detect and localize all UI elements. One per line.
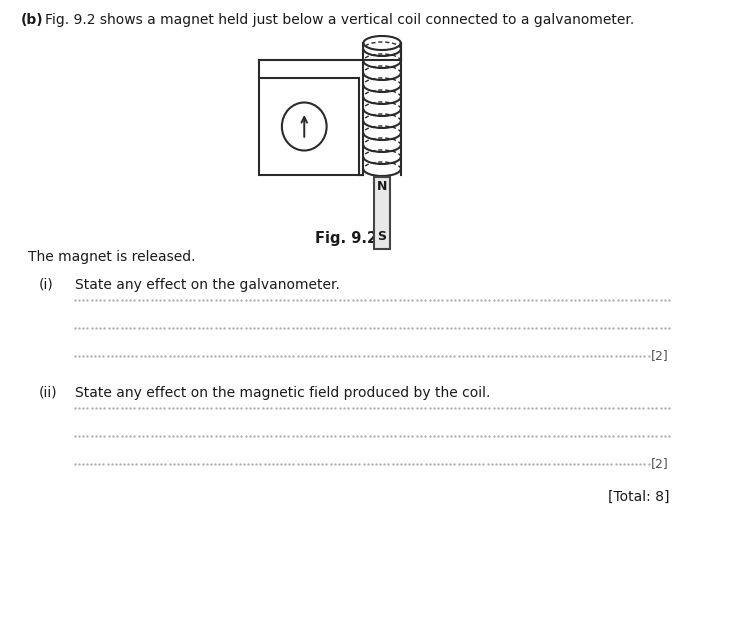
Text: (b): (b) [21, 13, 43, 27]
Text: [2]: [2] [652, 458, 669, 471]
Text: State any effect on the magnetic field produced by the coil.: State any effect on the magnetic field p… [74, 386, 490, 400]
Text: The magnet is released.: The magnet is released. [28, 250, 195, 264]
Text: [Total: 8]: [Total: 8] [608, 490, 669, 504]
Bar [259, 78, 359, 175]
Circle shape [282, 102, 327, 150]
Text: (i): (i) [39, 278, 54, 292]
Text: S: S [377, 230, 386, 244]
Text: (ii): (ii) [39, 386, 58, 400]
Text: Fig. 9.2 shows a magnet held just below a vertical coil connected to a galvanome: Fig. 9.2 shows a magnet held just below … [45, 13, 634, 27]
Text: [2]: [2] [652, 350, 669, 363]
Bar [374, 177, 391, 249]
Text: State any effect on the galvanometer.: State any effect on the galvanometer. [74, 278, 340, 292]
Text: Fig. 9.2: Fig. 9.2 [314, 231, 377, 246]
Text: N: N [377, 181, 387, 194]
